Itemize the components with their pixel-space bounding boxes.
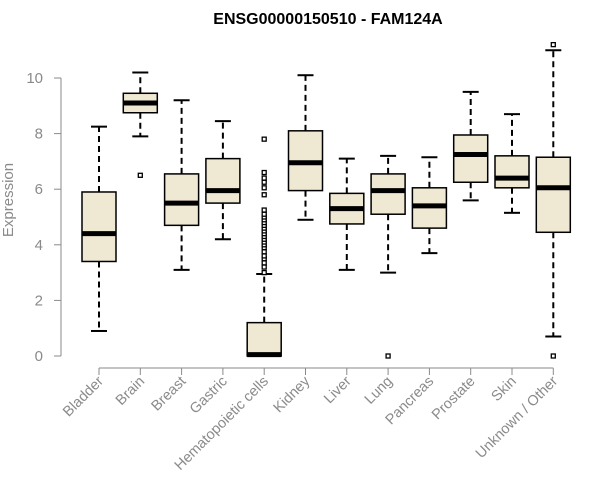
category-label: Liver xyxy=(321,373,355,407)
iqr-box xyxy=(246,321,282,357)
outlier-point xyxy=(261,264,267,270)
outlier-point xyxy=(261,175,267,181)
outlier-point xyxy=(261,253,267,259)
iqr-box xyxy=(205,157,241,204)
outlier-point xyxy=(261,192,267,198)
category-label: Breast xyxy=(148,374,189,415)
category-label: Brain xyxy=(113,374,148,409)
outlier-point xyxy=(137,172,143,178)
outlier-point xyxy=(261,269,267,276)
y-tick-label: 0 xyxy=(35,348,43,365)
box-liver xyxy=(329,157,365,271)
outlier-point xyxy=(261,179,267,185)
outlier-point xyxy=(261,249,267,255)
outlier-point xyxy=(261,207,267,213)
y-axis-label: Expression xyxy=(0,163,17,237)
iqr-box xyxy=(370,173,406,215)
box-hematopoietic-cells xyxy=(246,136,282,358)
outlier-point xyxy=(261,169,267,176)
category-label: Kidney xyxy=(271,373,314,416)
iqr-box xyxy=(163,173,200,227)
y-tick-label: 10 xyxy=(26,70,43,87)
iqr-box xyxy=(452,134,489,184)
box-prostate xyxy=(452,90,489,202)
outlier-point xyxy=(385,353,391,359)
y-tick-label: 2 xyxy=(35,292,43,309)
y-axis: 0 2 4 6 8 10 xyxy=(26,70,62,365)
y-tick-label: 6 xyxy=(35,181,43,198)
iqr-box xyxy=(535,156,572,234)
category-label: Prostate xyxy=(429,374,478,423)
chart-title: ENSG00000150510 - FAM124A xyxy=(213,11,443,28)
outlier-point xyxy=(261,211,267,217)
box-breast xyxy=(163,99,200,271)
outlier-point xyxy=(550,353,556,359)
y-tick-label: 4 xyxy=(35,237,43,254)
box-lung xyxy=(370,154,406,359)
iqr-box xyxy=(81,191,117,263)
category-label: Bladder xyxy=(60,373,107,420)
category-label: Lung xyxy=(362,374,396,408)
box-unknown-other xyxy=(535,41,572,359)
box-skin xyxy=(494,113,530,214)
outlier-point xyxy=(550,41,556,48)
y-tick-label: 8 xyxy=(35,126,43,143)
box-bladder xyxy=(81,125,117,332)
outlier-point xyxy=(261,136,267,142)
iqr-box xyxy=(494,155,530,189)
category-label: Skin xyxy=(489,374,520,405)
box-kidney xyxy=(287,74,324,221)
plot-area xyxy=(81,41,572,359)
box-brain xyxy=(122,71,159,178)
outlier-point xyxy=(261,185,267,191)
box-gastric xyxy=(205,120,241,241)
box-pancreas xyxy=(411,156,448,255)
outlier-point xyxy=(261,260,267,266)
